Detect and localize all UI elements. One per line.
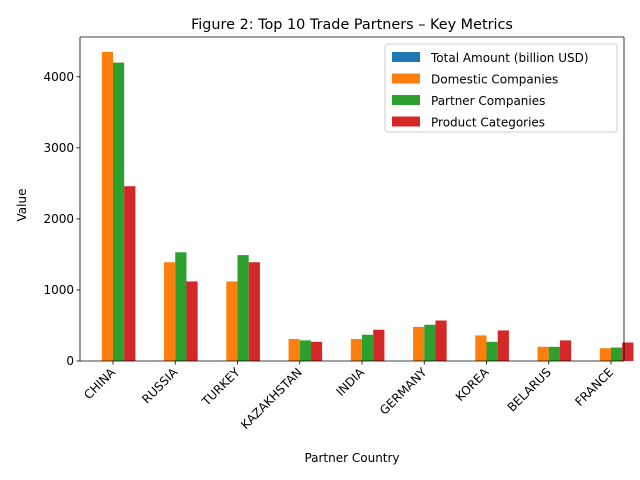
y-axis-label: Value	[15, 189, 29, 222]
bar-france-series-3	[622, 342, 634, 361]
legend-label-1: Domestic Companies	[431, 73, 558, 87]
chart-title: Figure 2: Top 10 Trade Partners – Key Me…	[191, 17, 513, 33]
bar-china-series-2	[113, 62, 125, 361]
x-axis-label: Partner Country	[304, 451, 399, 465]
bar-russia-series-3	[186, 281, 198, 361]
bar-korea-series-2	[486, 341, 498, 361]
legend-label-3: Product Categories	[431, 116, 545, 130]
bar-france-series-1	[599, 348, 611, 361]
legend: Total Amount (billion USD) Domestic Compa…	[384, 43, 618, 133]
bar-turkey-series-2	[237, 255, 249, 361]
bar-russia-series-2	[175, 252, 187, 361]
legend-label-2: Partner Companies	[431, 94, 545, 108]
legend-swatch-2	[392, 95, 420, 105]
bar-kazakhstan-series-2	[299, 340, 311, 361]
bar-france-series-2	[611, 347, 623, 361]
bar-india-series-2	[362, 334, 374, 361]
bar-india-series-1	[350, 338, 362, 361]
bar-korea-series-3	[497, 330, 509, 361]
bar-korea-series-1	[475, 335, 487, 361]
bar-kazakhstan-series-3	[310, 341, 323, 361]
bar-china-series-3	[124, 186, 136, 361]
legend-swatch-0	[392, 52, 420, 62]
bar-germany-series-3	[435, 320, 447, 361]
legend-swatch-1	[392, 73, 420, 84]
bar-turkey-series-1	[226, 281, 238, 361]
bar-belarus-series-2	[548, 346, 560, 361]
bar-belarus-series-3	[559, 340, 572, 361]
y-tick-label-0: 0	[66, 354, 74, 368]
legend-label-0: Total Amount (billion USD)	[430, 51, 589, 65]
legend-swatch-3	[392, 116, 420, 127]
bar-china-series-1	[101, 51, 113, 362]
bar-kazakhstan-series-1	[288, 338, 300, 361]
bar-germany-series-2	[424, 324, 436, 361]
bar-russia-series-1	[164, 262, 176, 361]
legend-box	[384, 43, 618, 133]
bar-india-series-3	[373, 329, 385, 361]
bar-germany-series-1	[413, 326, 425, 361]
y-tick-label-2000: 2000	[43, 212, 74, 226]
y-tick-label-1000: 1000	[43, 283, 74, 297]
bar-turkey-series-3	[248, 262, 260, 361]
y-tick-label-3000: 3000	[43, 141, 74, 155]
y-tick-label-4000: 4000	[43, 70, 74, 84]
bar-belarus-series-1	[537, 346, 549, 361]
